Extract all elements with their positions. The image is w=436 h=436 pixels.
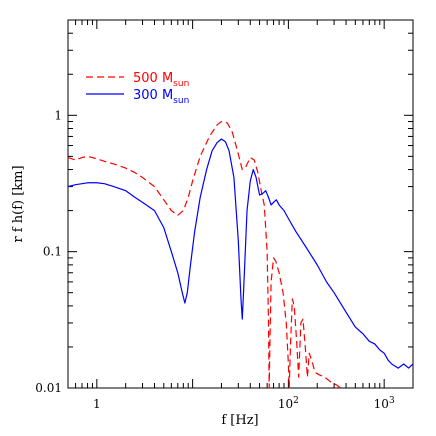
series-line-red xyxy=(67,120,341,389)
y-tick-label: 0.1 xyxy=(43,245,62,259)
series-line-blue xyxy=(67,138,414,369)
y-tick-label: 1 xyxy=(54,108,62,122)
x-tick-label-base: 10 xyxy=(278,397,293,411)
x-tick-label-exponent: 2 xyxy=(293,396,299,406)
x-tick-label-base: 10 xyxy=(374,397,389,411)
legend-label: 300 Msun xyxy=(133,88,189,106)
x-axis-label: f [Hz] xyxy=(221,413,258,428)
legend-label: 500 Msun xyxy=(133,71,189,89)
y-tick-labels: 0.01 0.1 1 xyxy=(35,108,62,395)
y-axis-label: r f h(f) [km] xyxy=(11,165,26,242)
axis-ticks xyxy=(67,19,414,389)
legend-label-subscript: sun xyxy=(173,79,189,89)
legend-label-name: 500 M xyxy=(133,71,173,86)
plot-area xyxy=(67,19,414,389)
x-tick-labels: 1 102 103 xyxy=(93,396,395,411)
legend-label-name: 300 M xyxy=(133,88,173,103)
y-tick-label: 0.01 xyxy=(35,381,62,395)
legend-label-subscript: sun xyxy=(173,96,189,106)
x-tick-label: 103 xyxy=(374,396,395,411)
x-tick-label: 1 xyxy=(93,397,101,411)
plot-frame xyxy=(67,19,414,389)
series-layer xyxy=(67,120,414,389)
x-tick-label-exponent: 3 xyxy=(389,396,395,406)
x-tick-label-base: 1 xyxy=(93,397,101,411)
x-tick-label: 102 xyxy=(278,396,299,411)
